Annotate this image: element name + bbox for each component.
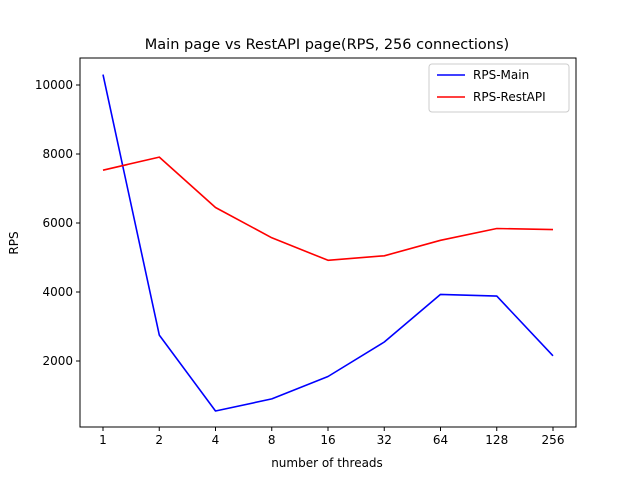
y-axis-label: RPS <box>7 231 21 254</box>
x-tick-label: 2 <box>155 433 163 447</box>
x-tick-label: 8 <box>268 433 276 447</box>
x-tick-label: 32 <box>377 433 392 447</box>
x-tick-label: 1 <box>99 433 107 447</box>
y-tick-label: 2000 <box>42 354 73 368</box>
y-tick-label: 4000 <box>42 285 73 299</box>
x-tick-label: 64 <box>433 433 448 447</box>
legend-box <box>428 63 570 113</box>
chart-title: Main page vs RestAPI page(RPS, 256 conne… <box>145 37 509 53</box>
x-axis: 1 2 4 8 16 32 64 128 256 <box>99 427 564 447</box>
legend-label-rps-main: RPS-Main <box>473 68 529 82</box>
x-tick-label: 128 <box>485 433 508 447</box>
y-axis: 2000 4000 6000 8000 10000 <box>35 78 80 368</box>
legend: RPS-Main RPS-RestAPI <box>428 63 570 113</box>
y-tick-label: 6000 <box>42 216 73 230</box>
y-tick-label: 10000 <box>35 78 73 92</box>
x-tick-label: 16 <box>320 433 335 447</box>
series-line-rps-restapi <box>102 156 554 262</box>
legend-label-rps-restapi: RPS-RestAPI <box>473 90 546 104</box>
y-tick-label: 8000 <box>42 147 73 161</box>
x-axis-label: number of threads <box>271 456 383 470</box>
series-line-rps-main <box>102 74 554 412</box>
x-tick-label: 256 <box>542 433 565 447</box>
plot-lines <box>102 74 554 412</box>
plot-area-frame <box>79 57 577 428</box>
x-tick-label: 4 <box>212 433 220 447</box>
